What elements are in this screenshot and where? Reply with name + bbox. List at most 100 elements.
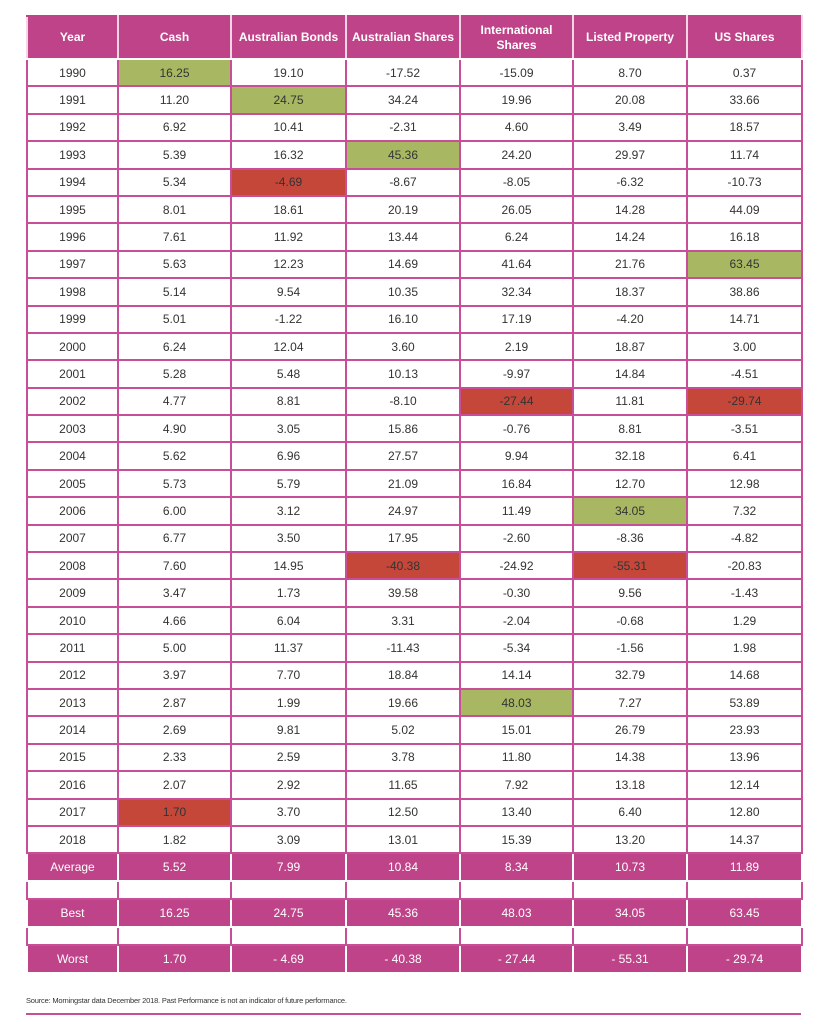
return-cell: 8.70	[572, 57, 688, 88]
return-cell: 11.37	[230, 633, 347, 663]
table-row: 1993 5.39 16.32 45.36 24.20 29.97 11.74	[26, 140, 803, 170]
return-cell: 2.33	[117, 742, 232, 773]
return-cell: -2.04	[459, 605, 574, 636]
return-cell: 13.20	[572, 824, 688, 855]
worst-return-cell: -29.74	[686, 386, 803, 417]
return-cell: 6.77	[117, 523, 232, 554]
table-row: 2010 4.66 6.04 3.31 -2.04 -0.68 1.29	[26, 605, 803, 636]
year-cell: 1997	[26, 249, 119, 280]
spacer-cell	[686, 880, 803, 901]
spacer-row	[26, 880, 803, 901]
year-cell: 2006	[26, 496, 119, 526]
return-cell: 1.99	[230, 687, 347, 718]
summary-value: 48.03	[459, 898, 574, 929]
returns-table: Year Cash Australian Bonds Australian Share…	[26, 15, 803, 975]
best-return-cell: 48.03	[459, 687, 574, 718]
return-cell: 32.18	[572, 441, 688, 471]
summary-value: 24.75	[230, 898, 347, 929]
return-cell: 16.18	[686, 222, 803, 252]
year-cell: 1991	[26, 85, 119, 115]
year-cell: 2015	[26, 742, 119, 773]
return-cell: 39.58	[345, 578, 461, 608]
year-cell: 2000	[26, 331, 119, 362]
year-cell: 1994	[26, 167, 119, 197]
return-cell: 3.00	[686, 331, 803, 362]
return-cell: 14.38	[572, 742, 688, 773]
return-cell: 44.09	[686, 194, 803, 225]
source-note: Source: Morningstar data December 2018. …	[26, 996, 347, 1005]
column-header: Australian Shares	[345, 15, 461, 60]
spacer-cell	[345, 880, 461, 901]
return-cell: 6.04	[230, 605, 347, 636]
return-cell: 4.77	[117, 386, 232, 417]
return-cell: 14.68	[686, 660, 803, 690]
summary-value: - 27.44	[459, 944, 574, 975]
spacer-cell	[345, 926, 461, 947]
return-cell: 3.97	[117, 660, 232, 690]
return-cell: 14.84	[572, 359, 688, 389]
return-cell: 12.50	[345, 797, 461, 827]
return-cell: 12.70	[572, 468, 688, 499]
return-cell: 27.57	[345, 441, 461, 471]
return-cell: 1.73	[230, 578, 347, 608]
return-cell: 3.05	[230, 414, 347, 444]
spacer-cell	[117, 880, 232, 901]
year-cell: 2010	[26, 605, 119, 636]
return-cell: 38.86	[686, 277, 803, 307]
return-cell: 16.84	[459, 468, 574, 499]
return-cell: -10.73	[686, 167, 803, 197]
summary-value: 5.52	[117, 852, 232, 883]
return-cell: 6.96	[230, 441, 347, 471]
return-cell: 5.62	[117, 441, 232, 471]
column-header: Year	[26, 15, 119, 60]
return-cell: 7.27	[572, 687, 688, 718]
return-cell: 21.76	[572, 249, 688, 280]
spacer-cell	[230, 880, 347, 901]
return-cell: -4.20	[572, 304, 688, 334]
return-cell: 19.10	[230, 57, 347, 88]
return-cell: 1.82	[117, 824, 232, 855]
table-row: 2002 4.77 8.81 -8.10 -27.44 11.81 -29.74	[26, 386, 803, 417]
table-row: 2003 4.90 3.05 15.86 -0.76 8.81 -3.51	[26, 414, 803, 444]
table-row: 2016 2.07 2.92 11.65 7.92 13.18 12.14	[26, 770, 803, 800]
year-cell: 2017	[26, 797, 119, 827]
year-cell: 2003	[26, 414, 119, 444]
return-cell: -8.67	[345, 167, 461, 197]
return-cell: 5.34	[117, 167, 232, 197]
column-header: US Shares	[686, 15, 803, 60]
summary-value: 11.89	[686, 852, 803, 883]
return-cell: 3.50	[230, 523, 347, 554]
return-cell: 1.98	[686, 633, 803, 663]
return-cell: 15.01	[459, 715, 574, 745]
return-cell: 14.24	[572, 222, 688, 252]
year-cell: 2013	[26, 687, 119, 718]
table-row: 1996 7.61 11.92 13.44 6.24 14.24 16.18	[26, 222, 803, 252]
return-cell: 33.66	[686, 85, 803, 115]
table-row: 1997 5.63 12.23 14.69 41.64 21.76 63.45	[26, 249, 803, 280]
return-cell: 5.63	[117, 249, 232, 280]
summary-row-worst: Worst 1.70- 4.69- 40.38- 27.44- 55.31- 29…	[26, 944, 803, 975]
return-cell: 24.97	[345, 496, 461, 526]
return-cell: 5.79	[230, 468, 347, 499]
table-row: 1990 16.25 19.10 -17.52 -15.09 8.70 0.37	[26, 57, 803, 88]
return-cell: 9.54	[230, 277, 347, 307]
table-row: 2005 5.73 5.79 21.09 16.84 12.70 12.98	[26, 468, 803, 499]
return-cell: 26.79	[572, 715, 688, 745]
return-cell: 9.56	[572, 578, 688, 608]
return-cell: 12.23	[230, 249, 347, 280]
return-cell: 11.49	[459, 496, 574, 526]
return-cell: 7.92	[459, 770, 574, 800]
summary-value: 16.25	[117, 898, 232, 929]
return-cell: 11.65	[345, 770, 461, 800]
return-cell: 14.37	[686, 824, 803, 855]
return-cell: -8.05	[459, 167, 574, 197]
return-cell: 12.98	[686, 468, 803, 499]
table-row: 2008 7.60 14.95 -40.38 -24.92 -55.31 -20.83	[26, 551, 803, 581]
column-header: Cash	[117, 15, 232, 60]
best-return-cell: 34.05	[572, 496, 688, 526]
return-cell: 23.93	[686, 715, 803, 745]
spacer-cell	[26, 880, 119, 901]
return-cell: -1.43	[686, 578, 803, 608]
table-row: 2013 2.87 1.99 19.66 48.03 7.27 53.89	[26, 687, 803, 718]
return-cell: 2.69	[117, 715, 232, 745]
